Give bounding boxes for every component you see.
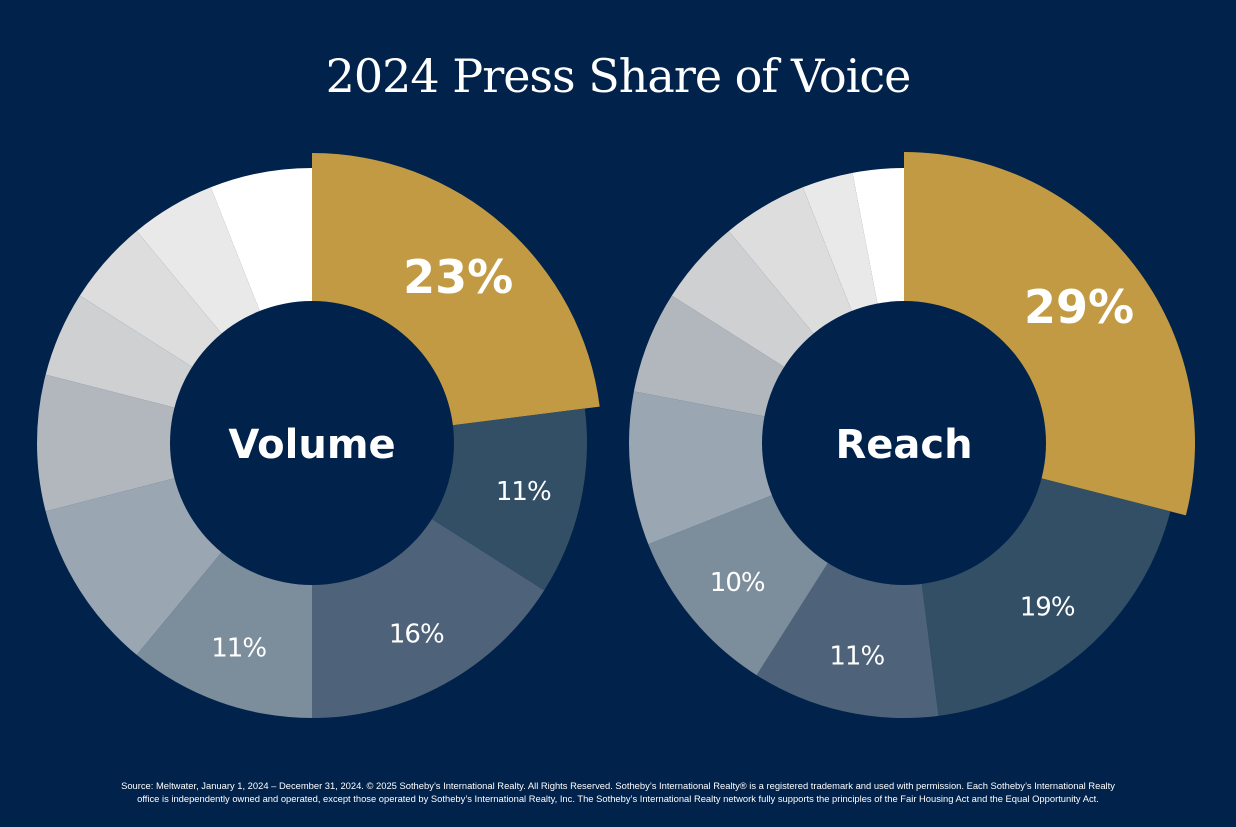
slice-label: 16% bbox=[389, 620, 444, 650]
slice-label: 19% bbox=[1020, 592, 1075, 622]
slice-4 bbox=[45, 477, 223, 655]
slice-highlight bbox=[904, 152, 1195, 516]
slice-3 bbox=[136, 550, 312, 718]
slice-6 bbox=[45, 295, 194, 409]
donut-chart-reach: Reach 29% 19% 11% 10% bbox=[629, 152, 1195, 718]
slice-5 bbox=[633, 295, 786, 417]
donut-charts: Volume 23% 11% 16% 11% Reach 29% 19% 11% 10% bbox=[36, 152, 1195, 718]
slice-3 bbox=[648, 494, 829, 676]
slice-6 bbox=[671, 231, 815, 368]
donut-center bbox=[762, 301, 1046, 585]
slice-label: 11% bbox=[496, 477, 551, 507]
slice-9 bbox=[852, 168, 904, 306]
slice-1 bbox=[430, 408, 588, 591]
highlight-slice-label: 23% bbox=[403, 250, 513, 304]
slice-5 bbox=[36, 374, 177, 512]
page-title: 2024 Press Share of Voice bbox=[325, 49, 912, 103]
donut-chart-volume: Volume 23% 11% 16% 11% bbox=[36, 153, 600, 718]
footnote-line-1: Source: Meltwater, January 1, 2024 – Dec… bbox=[121, 780, 1115, 791]
slice-7 bbox=[79, 231, 223, 368]
slice-2 bbox=[312, 518, 545, 718]
slice-label: 10% bbox=[710, 568, 765, 598]
highlight-slice-label: 29% bbox=[1024, 280, 1134, 334]
slice-1 bbox=[921, 477, 1171, 716]
slice-4 bbox=[629, 391, 774, 545]
slice-2 bbox=[756, 561, 939, 718]
slice-7 bbox=[728, 187, 853, 336]
slice-highlight bbox=[312, 153, 600, 426]
slice-9 bbox=[210, 168, 312, 313]
chart-title: Volume bbox=[228, 422, 395, 468]
donut-center bbox=[170, 301, 454, 585]
slice-8 bbox=[136, 187, 261, 336]
slice-8 bbox=[802, 172, 878, 313]
slice-label: 11% bbox=[829, 641, 884, 671]
chart-title: Reach bbox=[835, 422, 972, 468]
slice-label: 11% bbox=[211, 634, 266, 664]
footnote-line-2: office is independently owned and operat… bbox=[137, 793, 1099, 804]
source-footnote: Source: Meltwater, January 1, 2024 – Dec… bbox=[20, 779, 1216, 805]
